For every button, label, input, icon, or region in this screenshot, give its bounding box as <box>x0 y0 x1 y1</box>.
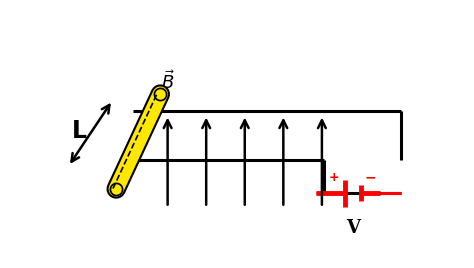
Text: V: V <box>346 219 360 237</box>
Text: L: L <box>72 119 87 143</box>
Text: +: + <box>328 171 339 184</box>
Text: $\vec{B}$: $\vec{B}$ <box>161 70 174 93</box>
Text: −: − <box>365 171 376 185</box>
